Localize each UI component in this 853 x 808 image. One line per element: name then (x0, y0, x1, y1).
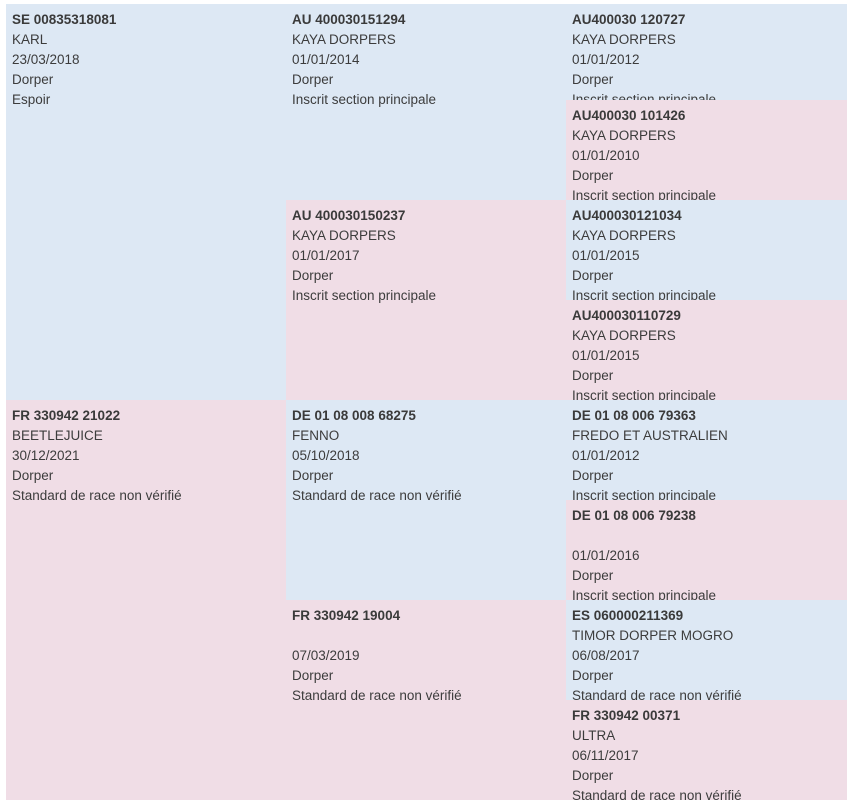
animal-birth-date: 07/03/2019 (292, 648, 360, 663)
pedigree-cell-great-grandparent: AU400030 101426 KAYA DORPERS 01/01/2010 … (566, 100, 847, 200)
animal-breed: Dorper (572, 368, 614, 383)
animal-name: KAYA DORPERS (572, 228, 676, 243)
pedigree-cell-dam: FR 330942 21022 BEETLEJUICE 30/12/2021 D… (6, 400, 286, 800)
animal-status: Inscrit section principale (572, 588, 717, 600)
animal-id: AU400030 120727 (572, 12, 686, 27)
animal-birth-date: 01/01/2010 (572, 148, 640, 163)
animal-birth-date: 06/08/2017 (572, 648, 640, 663)
animal-breed: Dorper (572, 168, 614, 183)
animal-id: ES 060000211369 (572, 608, 684, 623)
animal-birth-date: 01/01/2016 (572, 548, 640, 563)
animal-birth-date: 01/01/2014 (292, 52, 360, 67)
animal-status: Inscrit section principale (572, 188, 717, 200)
animal-id: FR 330942 21022 (12, 408, 121, 423)
animal-breed: Dorper (12, 72, 54, 87)
animal-name: KAYA DORPERS (292, 32, 396, 47)
animal-id: DE 01 08 006 79363 (572, 408, 696, 423)
animal-breed: Dorper (292, 72, 334, 87)
animal-birth-date: 01/01/2017 (292, 248, 360, 263)
pedigree-cell-paternal-grandsire: AU 400030151294 KAYA DORPERS 01/01/2014 … (286, 4, 566, 200)
animal-birth-date: 01/01/2012 (572, 52, 640, 67)
animal-status: Inscrit section principale (572, 288, 717, 300)
pedigree-cell-great-grandparent: DE 01 08 006 79238 01/01/2016 Dorper Ins… (566, 500, 847, 600)
pedigree-cell-great-grandparent: AU400030 120727 KAYA DORPERS 01/01/2012 … (566, 4, 847, 100)
animal-id: FR 330942 00371 (572, 708, 681, 723)
animal-status: Standard de race non vérifié (572, 688, 742, 700)
animal-name: KARL (12, 32, 48, 47)
animal-id: AU400030110729 (572, 308, 681, 323)
animal-breed: Dorper (572, 668, 614, 683)
pedigree-cell-great-grandparent: ES 060000211369 TIMOR DORPER MOGRO 06/08… (566, 600, 847, 700)
animal-name (572, 526, 841, 546)
animal-status: Standard de race non vérifié (12, 488, 182, 503)
animal-id: DE 01 08 006 79238 (572, 508, 696, 523)
animal-name: TIMOR DORPER MOGRO (572, 628, 734, 643)
animal-id: SE 00835318081 (12, 12, 117, 27)
animal-status: Inscrit section principale (292, 288, 437, 303)
pedigree-cell-maternal-grandsire: DE 01 08 008 68275 FENNO 05/10/2018 Dorp… (286, 400, 566, 600)
animal-status: Inscrit section principale (572, 488, 717, 500)
animal-name: KAYA DORPERS (572, 128, 676, 143)
animal-name: KAYA DORPERS (572, 328, 676, 343)
animal-birth-date: 01/01/2012 (572, 448, 640, 463)
animal-status: Standard de race non vérifié (292, 488, 462, 503)
animal-id: AU400030 101426 (572, 108, 686, 123)
pedigree-cell-sire: SE 00835318081 KARL 23/03/2018 Dorper Es… (6, 4, 286, 400)
animal-birth-date: 06/11/2017 (572, 748, 639, 763)
animal-name: FENNO (292, 428, 340, 443)
pedigree-cell-paternal-granddam: AU 400030150237 KAYA DORPERS 01/01/2017 … (286, 200, 566, 400)
animal-id: DE 01 08 008 68275 (292, 408, 416, 423)
pedigree-cell-great-grandparent: FR 330942 00371 ULTRA 06/11/2017 Dorper … (566, 700, 847, 800)
animal-id: AU 400030151294 (292, 12, 406, 27)
pedigree-cell-maternal-granddam: FR 330942 19004 07/03/2019 Dorper Standa… (286, 600, 566, 800)
pedigree-cell-great-grandparent: AU400030121034 KAYA DORPERS 01/01/2015 D… (566, 200, 847, 300)
animal-breed: Dorper (292, 268, 334, 283)
animal-breed: Dorper (292, 468, 334, 483)
animal-breed: Dorper (572, 468, 614, 483)
animal-breed: Dorper (572, 72, 614, 87)
animal-birth-date: 23/03/2018 (12, 52, 80, 67)
animal-status: Standard de race non vérifié (572, 788, 742, 800)
animal-id: FR 330942 19004 (292, 608, 401, 623)
animal-breed: Dorper (572, 568, 614, 583)
animal-name (292, 626, 560, 646)
animal-name: KAYA DORPERS (292, 228, 396, 243)
animal-birth-date: 01/01/2015 (572, 348, 640, 363)
pedigree-cell-great-grandparent: DE 01 08 006 79363 FREDO ET AUSTRALIEN 0… (566, 400, 847, 500)
animal-birth-date: 05/10/2018 (292, 448, 360, 463)
animal-status: Espoir (12, 92, 51, 107)
animal-status: Standard de race non vérifié (292, 688, 462, 703)
pedigree-cell-great-grandparent: AU400030110729 KAYA DORPERS 01/01/2015 D… (566, 300, 847, 400)
animal-birth-date: 01/01/2015 (572, 248, 640, 263)
animal-status: Inscrit section principale (572, 388, 717, 400)
animal-id: AU 400030150237 (292, 208, 406, 223)
animal-birth-date: 30/12/2021 (12, 448, 80, 463)
animal-status: Inscrit section principale (292, 92, 437, 107)
animal-status: Inscrit section principale (572, 92, 717, 100)
animal-name: BEETLEJUICE (12, 428, 103, 443)
animal-breed: Dorper (572, 268, 614, 283)
animal-id: AU400030121034 (572, 208, 682, 223)
animal-name: ULTRA (572, 728, 616, 743)
animal-name: KAYA DORPERS (572, 32, 676, 47)
animal-breed: Dorper (292, 668, 334, 683)
animal-breed: Dorper (12, 468, 54, 483)
animal-breed: Dorper (572, 768, 614, 783)
animal-name: FREDO ET AUSTRALIEN (572, 428, 728, 443)
